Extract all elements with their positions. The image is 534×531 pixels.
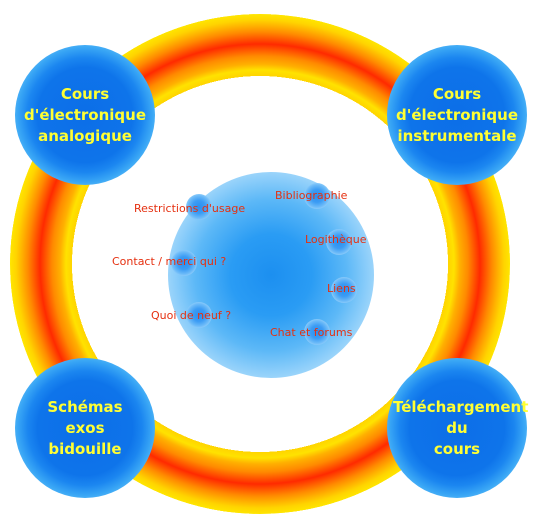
schemas-exos-button[interactable]: Schémas exos bidouille — [15, 358, 155, 498]
bubble-icon — [171, 250, 197, 276]
restrictions-link[interactable]: Restrictions d'usage — [134, 202, 246, 215]
bubble-icon — [326, 229, 352, 255]
telechargement-label: Téléchargement du cours — [393, 397, 529, 458]
cours-analogique-button[interactable]: Cours d'électronique analogique — [15, 45, 155, 185]
liens-link[interactable]: Liens — [327, 282, 356, 295]
bubble-icon — [304, 319, 330, 345]
chat-forums-link[interactable]: Chat et forums — [270, 326, 353, 339]
bubble-icon — [304, 183, 330, 209]
bibliographie-link[interactable]: Bibliographie — [275, 189, 348, 202]
bubble-icon — [186, 194, 212, 220]
cours-analogique-label: Cours d'électronique analogique — [24, 84, 146, 145]
quoi-de-neuf-link[interactable]: Quoi de neuf ? — [151, 309, 232, 322]
schemas-exos-label: Schémas exos bidouille — [47, 397, 123, 458]
logitheque-link[interactable]: Logithèque — [305, 233, 367, 246]
bubble-icon — [186, 302, 212, 328]
bubble-icon — [331, 277, 357, 303]
cours-instrumentale-label: Cours d'électronique instrumentale — [396, 84, 518, 145]
contact-link[interactable]: Contact / merci qui ? — [112, 255, 227, 268]
telechargement-button[interactable]: Téléchargement du cours — [387, 358, 529, 498]
cours-instrumentale-button[interactable]: Cours d'électronique instrumentale — [387, 45, 527, 185]
